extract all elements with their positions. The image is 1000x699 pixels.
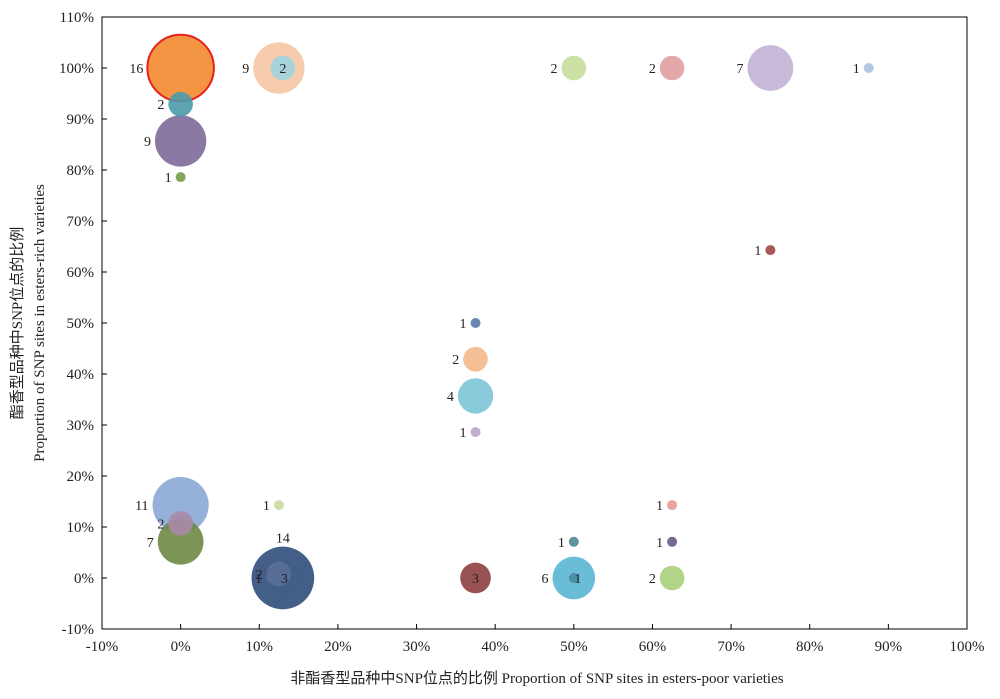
- bubble: [470, 427, 481, 438]
- bubble-label: 1: [255, 572, 262, 587]
- bubble-label: 2: [649, 572, 656, 587]
- bubble-label: 1: [263, 499, 270, 514]
- bubble-label: 6: [541, 572, 548, 587]
- x-tick-label: 0%: [171, 639, 191, 655]
- bubble-label: 2: [157, 517, 164, 532]
- y-tick-label: 110%: [60, 10, 94, 26]
- bubble-label: 1: [460, 426, 467, 441]
- bubble: [470, 318, 481, 328]
- x-tick-label: 40%: [481, 639, 509, 655]
- y-tick-label: 40%: [67, 367, 95, 383]
- bubble-label: 11: [135, 499, 148, 514]
- bubble: [273, 500, 284, 511]
- bubble-label: 7: [737, 62, 744, 77]
- bubble: [168, 91, 193, 117]
- bubble-label: 4: [447, 390, 454, 405]
- bubble-label: 1: [656, 499, 663, 514]
- x-tick-label: 60%: [639, 639, 667, 655]
- x-tick-label: 30%: [403, 639, 431, 655]
- x-tick-label: 70%: [717, 639, 745, 655]
- bubble: [659, 565, 685, 591]
- x-tick-label: 50%: [560, 639, 588, 655]
- bubble: [667, 500, 678, 511]
- y-tick-label: 80%: [67, 163, 95, 179]
- bubble: [270, 55, 296, 81]
- bubble: [863, 63, 874, 73]
- bubble-label: 16: [129, 62, 143, 77]
- bubble-label: 1: [754, 244, 761, 259]
- bubble-label: 1: [460, 317, 467, 332]
- x-axis-title: 非酯香型品种中SNP位点的比例 Proportion of SNP sites …: [290, 670, 783, 687]
- bubble-label: 9: [144, 135, 151, 150]
- bubble-label: 7: [147, 536, 154, 551]
- y-tick-label: 70%: [67, 214, 95, 230]
- bubble-label: 2: [649, 62, 656, 77]
- bubble-label: 2: [551, 62, 558, 77]
- bubble-label: 9: [242, 62, 249, 77]
- bubble: [568, 536, 579, 547]
- x-tick-label: -10%: [86, 639, 119, 655]
- bubble-label: 1: [558, 536, 565, 551]
- x-tick-label: 100%: [950, 639, 985, 655]
- bubble-label: 2: [157, 98, 164, 113]
- y-tick-label: 100%: [59, 61, 94, 77]
- y-tick-label: 0%: [74, 571, 94, 587]
- x-tick-label: 90%: [875, 639, 903, 655]
- bubble: [146, 33, 215, 103]
- bubble: [152, 476, 209, 534]
- bubbles: [146, 33, 874, 610]
- y-tick-label: 50%: [67, 316, 95, 332]
- bubble-label: 1: [574, 572, 581, 587]
- bubble: [154, 115, 207, 167]
- plot-area: [101, 16, 968, 630]
- bubble-label: 3: [281, 572, 288, 587]
- y-tick-label: 90%: [67, 112, 95, 128]
- bubble-label: 2: [279, 62, 286, 77]
- x-tick-label: 20%: [324, 639, 352, 655]
- bubble: [667, 536, 678, 547]
- bubble-label: 2: [452, 353, 459, 368]
- bubble-label: 1: [165, 171, 172, 186]
- y-tick-label: 30%: [67, 418, 95, 434]
- bubble: [157, 518, 204, 565]
- bubble: [266, 573, 277, 583]
- bubble: [457, 378, 494, 414]
- bubble: [659, 55, 685, 81]
- axis-ticks: -10% 0% 10% 20% 30% 40% 50% 60% 70% 80% 90% 100%-10…: [59, 10, 985, 655]
- y-tick-label: 10%: [67, 520, 95, 536]
- y-tick-label: 20%: [67, 469, 95, 485]
- bubble-label: 3: [472, 572, 479, 587]
- y-tick-label: 60%: [67, 265, 95, 281]
- bubble: [168, 511, 193, 536]
- bubble-label: 1: [853, 62, 860, 77]
- bubble: [463, 346, 488, 372]
- bubble: [561, 55, 587, 81]
- bubble: [460, 562, 491, 594]
- bubble: [568, 573, 579, 583]
- bubble-label: 2: [256, 568, 263, 583]
- y-axis-title-line2: Proportion of SNP sites in esters-rich v…: [32, 184, 48, 462]
- x-tick-label: 10%: [246, 639, 274, 655]
- bubble-label: 14: [276, 532, 290, 547]
- bubble: [765, 245, 776, 256]
- bubble: [747, 45, 794, 91]
- bubble: [175, 172, 186, 183]
- y-tick-label: -10%: [62, 622, 95, 638]
- y-axis-title-line1: 酯香型品种中SNP位点的比例: [9, 227, 26, 420]
- x-tick-label: 80%: [796, 639, 824, 655]
- bubble-label: 1: [656, 536, 663, 551]
